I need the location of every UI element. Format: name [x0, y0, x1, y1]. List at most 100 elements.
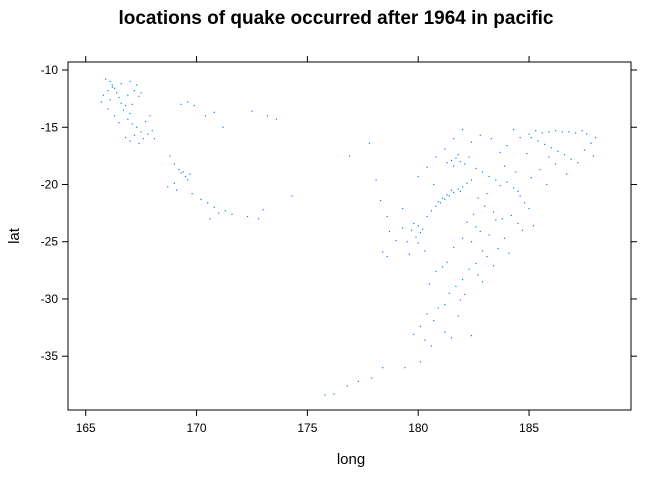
data-point	[508, 252, 510, 254]
data-point	[136, 126, 138, 128]
data-point	[428, 283, 430, 285]
data-point	[213, 111, 215, 113]
data-point	[113, 87, 116, 89]
data-point	[424, 339, 426, 341]
data-point	[184, 175, 187, 178]
data-point	[459, 160, 461, 163]
data-point	[109, 99, 111, 101]
x-tick-label: 165	[76, 421, 96, 435]
data-points	[100, 78, 597, 396]
data-point	[495, 219, 497, 221]
axis-ticks: 165 170 175 180 185 -10 -15 -20 -25 -30 -35	[41, 56, 637, 435]
data-point	[583, 149, 586, 151]
data-point	[548, 156, 550, 158]
data-point	[120, 102, 122, 104]
data-point	[448, 195, 450, 197]
data-point	[415, 236, 417, 238]
data-point	[470, 334, 473, 337]
data-point	[473, 213, 475, 215]
x-tick-label: 185	[519, 421, 539, 435]
data-point	[189, 173, 191, 175]
data-point	[515, 171, 517, 173]
data-point	[453, 138, 455, 140]
data-point	[543, 143, 546, 146]
data-point	[486, 256, 488, 258]
data-point	[504, 165, 506, 167]
data-point	[530, 177, 532, 179]
data-point	[512, 128, 515, 131]
x-tick-label: 180	[408, 421, 428, 435]
data-point	[535, 130, 537, 132]
data-point	[477, 274, 479, 276]
data-point	[129, 140, 131, 142]
data-point	[107, 90, 109, 92]
data-point	[368, 142, 371, 144]
y-tick-label: -15	[41, 120, 59, 134]
data-point	[187, 179, 189, 181]
data-point	[144, 120, 147, 123]
data-point	[499, 185, 501, 187]
data-point	[222, 126, 224, 128]
y-tick-label: -20	[41, 177, 59, 191]
data-point	[555, 130, 557, 132]
data-point	[441, 266, 444, 268]
data-point	[111, 84, 113, 86]
data-point	[176, 189, 178, 191]
chart-title: locations of quake occurred after 1964 i…	[118, 8, 553, 29]
data-point	[435, 270, 437, 273]
data-point	[506, 181, 508, 183]
data-point	[424, 250, 426, 252]
data-point	[550, 147, 552, 149]
data-point	[574, 132, 577, 134]
data-point	[138, 95, 140, 97]
data-point	[441, 197, 444, 199]
data-point	[453, 246, 455, 249]
data-point	[404, 367, 406, 369]
data-point	[153, 138, 156, 140]
data-point	[446, 194, 448, 196]
data-point	[107, 108, 109, 110]
data-point	[113, 115, 116, 117]
data-point	[386, 256, 388, 258]
data-point	[539, 169, 541, 171]
y-tick-label: -30	[41, 292, 59, 306]
data-point	[426, 313, 428, 315]
data-point	[453, 191, 455, 194]
data-point	[455, 157, 457, 159]
data-point	[457, 315, 459, 317]
data-point	[127, 94, 129, 96]
data-point	[187, 101, 189, 103]
data-point	[430, 345, 433, 347]
data-point	[382, 367, 384, 369]
data-point	[592, 155, 594, 157]
data-point	[178, 169, 180, 171]
data-point	[450, 159, 453, 162]
data-point	[594, 136, 597, 139]
data-point	[116, 92, 118, 94]
data-point	[207, 202, 209, 204]
data-point	[563, 154, 566, 156]
data-point	[488, 175, 490, 178]
data-point	[506, 144, 508, 147]
data-point	[453, 165, 455, 167]
data-point	[138, 142, 140, 144]
y-tick-label: -35	[41, 349, 59, 363]
data-point	[109, 80, 111, 83]
data-point	[581, 130, 583, 132]
data-point	[324, 394, 326, 396]
data-point	[371, 377, 373, 379]
data-point	[173, 163, 175, 165]
data-point	[568, 131, 570, 133]
x-tick-label: 170	[187, 421, 207, 435]
data-point	[446, 261, 448, 263]
data-point	[231, 213, 233, 215]
data-point	[291, 195, 293, 197]
data-point	[548, 131, 550, 133]
data-point	[262, 209, 264, 211]
data-point	[526, 152, 528, 155]
data-point	[131, 103, 133, 105]
data-point	[444, 304, 446, 306]
data-point	[461, 237, 464, 239]
data-point	[218, 212, 220, 214]
